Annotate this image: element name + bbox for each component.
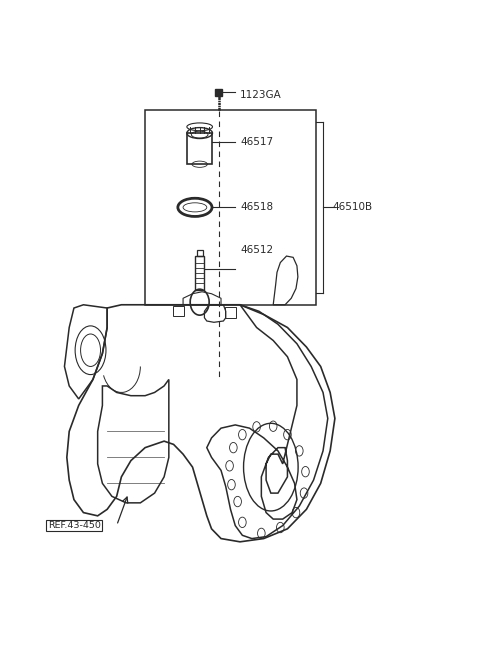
Text: 46517: 46517	[240, 138, 273, 147]
Bar	[173, 306, 184, 316]
Bar	[216, 89, 222, 96]
Text: 46510B: 46510B	[333, 202, 372, 212]
Bar	[187, 133, 213, 164]
Bar	[197, 250, 203, 256]
Bar	[145, 110, 316, 305]
Text: 46512: 46512	[240, 244, 273, 255]
Text: REF.43-450: REF.43-450	[48, 521, 101, 530]
Bar	[195, 256, 204, 290]
Text: 46518: 46518	[240, 202, 273, 212]
Bar	[225, 307, 236, 318]
Text: 1123GA: 1123GA	[240, 90, 282, 100]
